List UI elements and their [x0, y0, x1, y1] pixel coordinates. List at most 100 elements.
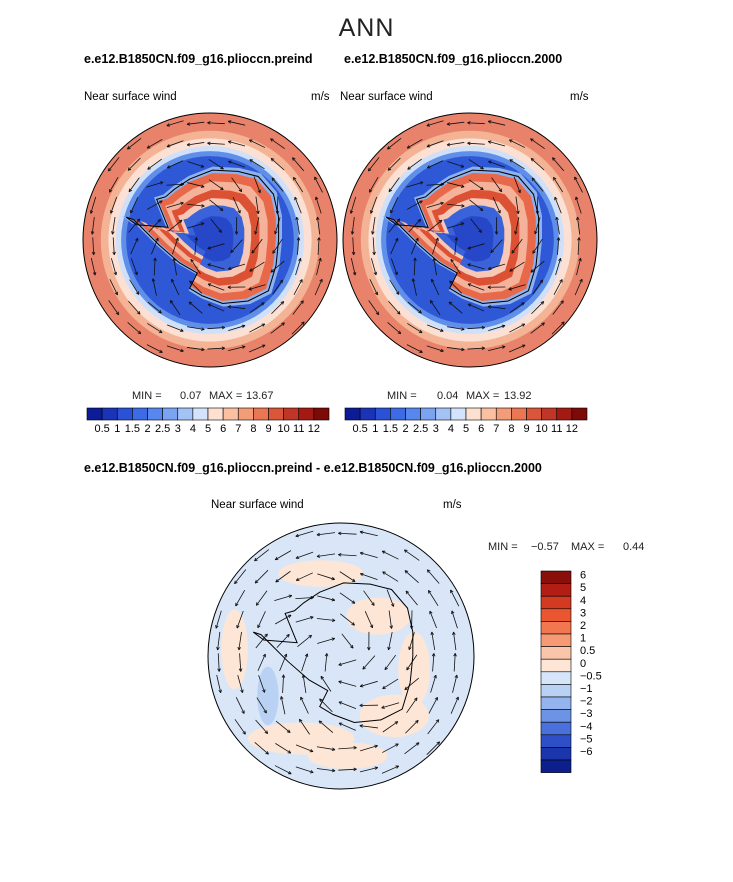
wind-vector — [387, 322, 402, 335]
wind-vector — [427, 719, 440, 735]
wind-vector — [403, 549, 420, 561]
wind-vector — [364, 611, 374, 629]
wind-vector — [187, 161, 205, 168]
colorbar-tick-label: 6 — [478, 423, 484, 435]
wind-vector — [228, 324, 246, 331]
wind-vector — [146, 200, 163, 210]
map-border — [207, 522, 475, 790]
wind-vector — [275, 743, 292, 754]
wind-vector — [314, 176, 323, 193]
wind-vector — [426, 741, 441, 755]
wind-vector — [382, 571, 399, 582]
wind-vector — [107, 157, 120, 172]
wind-vector — [446, 203, 465, 208]
wind-vector — [490, 239, 503, 254]
colorbar-tick-label: 5 — [205, 423, 211, 435]
colorbar-box — [540, 747, 572, 761]
wind-vector — [207, 121, 225, 125]
wind-vector — [426, 569, 440, 584]
wind-vector — [407, 301, 422, 314]
colorbar-box — [313, 407, 330, 421]
wind-vector — [382, 743, 399, 753]
colorbar-tick-label: 7 — [235, 423, 241, 435]
wind-vector — [359, 680, 378, 688]
colorbar-box — [222, 407, 239, 421]
wind-vector — [450, 258, 461, 275]
wind-vector — [295, 572, 313, 581]
wind-vector — [449, 280, 463, 294]
colorbar-tick-label: 7 — [493, 423, 499, 435]
wind-vector — [388, 177, 400, 193]
wind-vector — [292, 157, 305, 172]
wind-vector — [275, 570, 291, 583]
wind-vector — [270, 158, 285, 171]
wind-vector — [338, 767, 357, 772]
wind-vector — [230, 239, 243, 254]
wind-vector — [295, 551, 314, 560]
colorbar-tick-label: −0.5 — [580, 670, 602, 682]
wind-vector — [448, 301, 463, 314]
wind-vector — [363, 590, 375, 606]
wind-vector — [315, 196, 322, 214]
wind-vector — [413, 257, 417, 276]
colorbar-box — [192, 407, 209, 421]
wind-vector — [515, 196, 520, 215]
wind-vector — [314, 278, 323, 296]
wind-vector — [508, 344, 526, 353]
colorbar-box — [359, 407, 376, 421]
panel2-min-value: 0.04 — [437, 390, 459, 402]
wind-vector — [555, 216, 560, 235]
wind-vector — [258, 675, 266, 693]
wind-vector — [238, 653, 243, 672]
wind-vector — [407, 158, 422, 170]
colorbar-tick-label: 2 — [580, 620, 586, 632]
wind-vector — [381, 702, 400, 709]
wind-vector — [406, 181, 424, 188]
colorbar-tick-label: 3 — [433, 423, 439, 435]
wind-vector — [532, 279, 543, 295]
wind-vector — [251, 238, 263, 254]
wind-vector — [227, 120, 246, 126]
colorbar-box — [540, 633, 572, 647]
colorbar-tick-label: −1 — [580, 683, 593, 695]
wind-vector — [292, 300, 304, 315]
wind-vector — [367, 631, 371, 651]
colorbar-tick-label: 11 — [551, 423, 562, 435]
wind-vector — [467, 325, 486, 330]
wind-vector — [450, 696, 459, 714]
wind-vector — [237, 674, 244, 693]
wind-vector — [447, 182, 465, 188]
wind-vector — [488, 345, 506, 352]
colorbar-box — [540, 570, 572, 584]
colorbar-tick-label: −6 — [580, 746, 593, 758]
wind-vector — [166, 140, 184, 148]
colorbar-tick-label: 0 — [580, 658, 586, 670]
wind-vector — [208, 159, 224, 170]
colorbar-tick-label: 2.5 — [413, 423, 428, 435]
wind-vector — [513, 176, 521, 194]
wind-vector — [451, 610, 458, 629]
colorbar-box — [540, 608, 572, 622]
wind-vector — [384, 654, 397, 671]
wind-vector — [429, 610, 437, 629]
wind-vector — [406, 344, 423, 353]
panel1-map — [82, 112, 338, 368]
wind-vector — [494, 216, 499, 235]
wind-vector — [454, 237, 458, 255]
colorbar-tick-label: 11 — [293, 423, 304, 435]
wind-vector — [234, 719, 246, 735]
wind-vector — [146, 344, 163, 353]
wind-vector — [531, 301, 545, 315]
colorbar-tick-label: 10 — [278, 423, 290, 435]
colorbar-tick-label: 2 — [144, 423, 150, 435]
wind-vector — [293, 279, 303, 295]
colorbar-tick-label: 2.5 — [155, 423, 170, 435]
wind-vector — [111, 216, 116, 235]
wind-vector — [166, 160, 184, 169]
wind-vector — [235, 696, 245, 714]
colorbar-tick-label: 10 — [536, 423, 548, 435]
wind-vector — [430, 631, 436, 651]
wind-vector — [317, 237, 321, 255]
wind-vector — [172, 237, 179, 255]
wind-vector — [128, 218, 141, 233]
